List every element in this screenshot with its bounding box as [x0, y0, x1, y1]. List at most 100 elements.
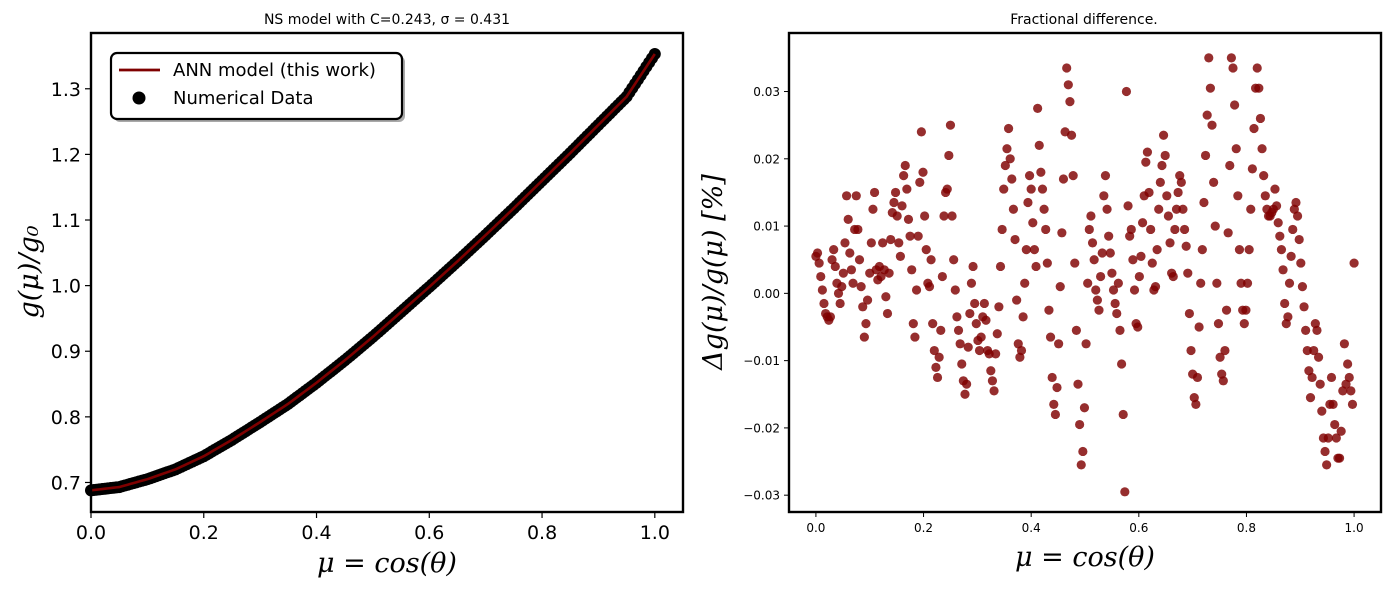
fractional-difference-point [910, 332, 920, 342]
fractional-difference-point [1163, 211, 1174, 221]
fractional-difference-point [989, 386, 999, 396]
fractional-difference-point [878, 238, 888, 248]
fractional-difference-point [866, 238, 876, 248]
fractional-difference-point [1100, 171, 1111, 181]
fractional-difference-point [1137, 218, 1148, 228]
left-x-tick-label: 0.6 [414, 522, 444, 544]
fractional-difference-point [1317, 406, 1327, 416]
fractional-difference-point [1044, 305, 1054, 315]
fractional-difference-point [1254, 83, 1264, 93]
fractional-difference-point [926, 255, 936, 265]
fractional-difference-point [1297, 282, 1308, 292]
fractional-difference-point [1202, 110, 1212, 120]
fractional-difference-point [1037, 184, 1048, 194]
fractional-difference-point [1210, 221, 1220, 231]
fractional-difference-point [890, 187, 901, 198]
fractional-difference-point [829, 245, 839, 255]
fractional-difference-point [1302, 345, 1312, 356]
fractional-difference-point [1157, 160, 1167, 171]
fractional-difference-point [1315, 379, 1325, 389]
fractional-difference-point [1183, 268, 1193, 278]
fractional-difference-point [1092, 295, 1102, 305]
fractional-difference-point [1118, 409, 1128, 420]
fractional-difference-point [1073, 379, 1083, 389]
fractional-difference-point [856, 282, 866, 292]
fractional-difference-point [830, 261, 840, 272]
left-plot-area [85, 48, 661, 497]
fractional-difference-point [1097, 248, 1107, 258]
right-x-axis-label: μ = cos(θ) [1015, 542, 1155, 573]
fractional-difference-point [1028, 218, 1038, 228]
fractional-difference-point [1228, 63, 1238, 73]
fractional-difference-point [1221, 305, 1232, 315]
fractional-difference-point [1326, 372, 1337, 383]
fractional-difference-point [862, 295, 873, 305]
fractional-difference-point [1031, 261, 1041, 272]
fractional-difference-point [1280, 298, 1290, 309]
fractional-difference-point [1339, 339, 1349, 349]
fractional-difference-point [1117, 359, 1127, 369]
left-y-tick-label: 1.3 [51, 79, 81, 101]
fractional-difference-point [1309, 345, 1319, 356]
fractional-difference-point [962, 379, 972, 389]
fractional-difference-point [814, 258, 824, 268]
fractional-difference-point [903, 214, 914, 224]
fractional-difference-point [1241, 305, 1251, 315]
fractional-difference-point [1249, 123, 1259, 134]
right-y-ticks: −0.03 −0.02 −0.01 0.00 0.01 0.02 0.03 [743, 85, 789, 503]
legend-box [109, 51, 404, 121]
fractional-difference-point [1223, 228, 1233, 238]
fractional-difference-point [1136, 251, 1146, 261]
left-y-ticks: 0.7 0.8 0.9 1.0 1.1 1.2 1.3 [51, 79, 91, 494]
fractional-difference-point [984, 349, 994, 359]
fractional-difference-point [1242, 278, 1253, 288]
fractional-difference-point [1055, 282, 1065, 292]
fractional-difference-point [1075, 419, 1085, 430]
fractional-difference-point [1323, 433, 1333, 443]
fractional-difference-point [1328, 399, 1338, 409]
fractional-difference-point [1016, 345, 1027, 356]
fractional-difference-point [1012, 295, 1022, 305]
fractional-difference-point [1294, 234, 1304, 245]
fractional-difference-point [1212, 278, 1222, 288]
fractional-difference-point [1236, 278, 1246, 288]
fractional-difference-point [1023, 197, 1033, 208]
right-chart-panel: Fractional difference. 0.0 0.2 0.4 0.6 0.8 1.… [698, 12, 1383, 573]
fractional-difference-point [819, 298, 829, 309]
fractional-difference-point [1209, 177, 1219, 187]
fractional-difference-point [854, 255, 865, 265]
fractional-difference-point [929, 345, 939, 356]
right-x-tick-label: 1.0 [1345, 521, 1364, 535]
fractional-difference-point [884, 268, 894, 278]
fractional-difference-point [1062, 63, 1072, 73]
fractional-difference-point [1008, 204, 1019, 214]
fractional-difference-point [1288, 224, 1298, 235]
fractional-difference-point [953, 325, 964, 335]
fractional-difference-point [1292, 211, 1303, 221]
fractional-difference-point [957, 359, 967, 369]
fractional-difference-point [1215, 352, 1225, 362]
fractional-difference-point [1147, 258, 1157, 268]
fractional-difference-point [902, 184, 912, 194]
fractional-difference-point [963, 342, 973, 352]
fractional-difference-point [971, 319, 981, 329]
fractional-difference-point [851, 191, 861, 201]
fractional-difference-point [1144, 187, 1154, 198]
left-y-tick-label: 1.0 [51, 276, 81, 298]
fractional-difference-point [1247, 164, 1257, 174]
left-x-ticks: 0.0 0.2 0.4 0.6 0.8 1.0 [76, 512, 670, 544]
fractional-difference-point [979, 298, 989, 309]
fractional-difference-point [1126, 224, 1136, 235]
fractional-difference-point [1283, 312, 1293, 322]
fractional-difference-point [1146, 224, 1156, 235]
fractional-difference-point [999, 184, 1009, 194]
fractional-difference-point [1066, 130, 1077, 140]
fractional-difference-point [1313, 352, 1324, 362]
fractional-difference-point [1257, 144, 1267, 154]
fractional-difference-point [895, 251, 906, 261]
fractional-difference-point [950, 285, 960, 295]
fractional-difference-point [1171, 204, 1182, 214]
left-x-tick-label: 1.0 [640, 522, 670, 544]
fractional-difference-point [1102, 204, 1112, 214]
fractional-difference-point [1173, 187, 1183, 198]
